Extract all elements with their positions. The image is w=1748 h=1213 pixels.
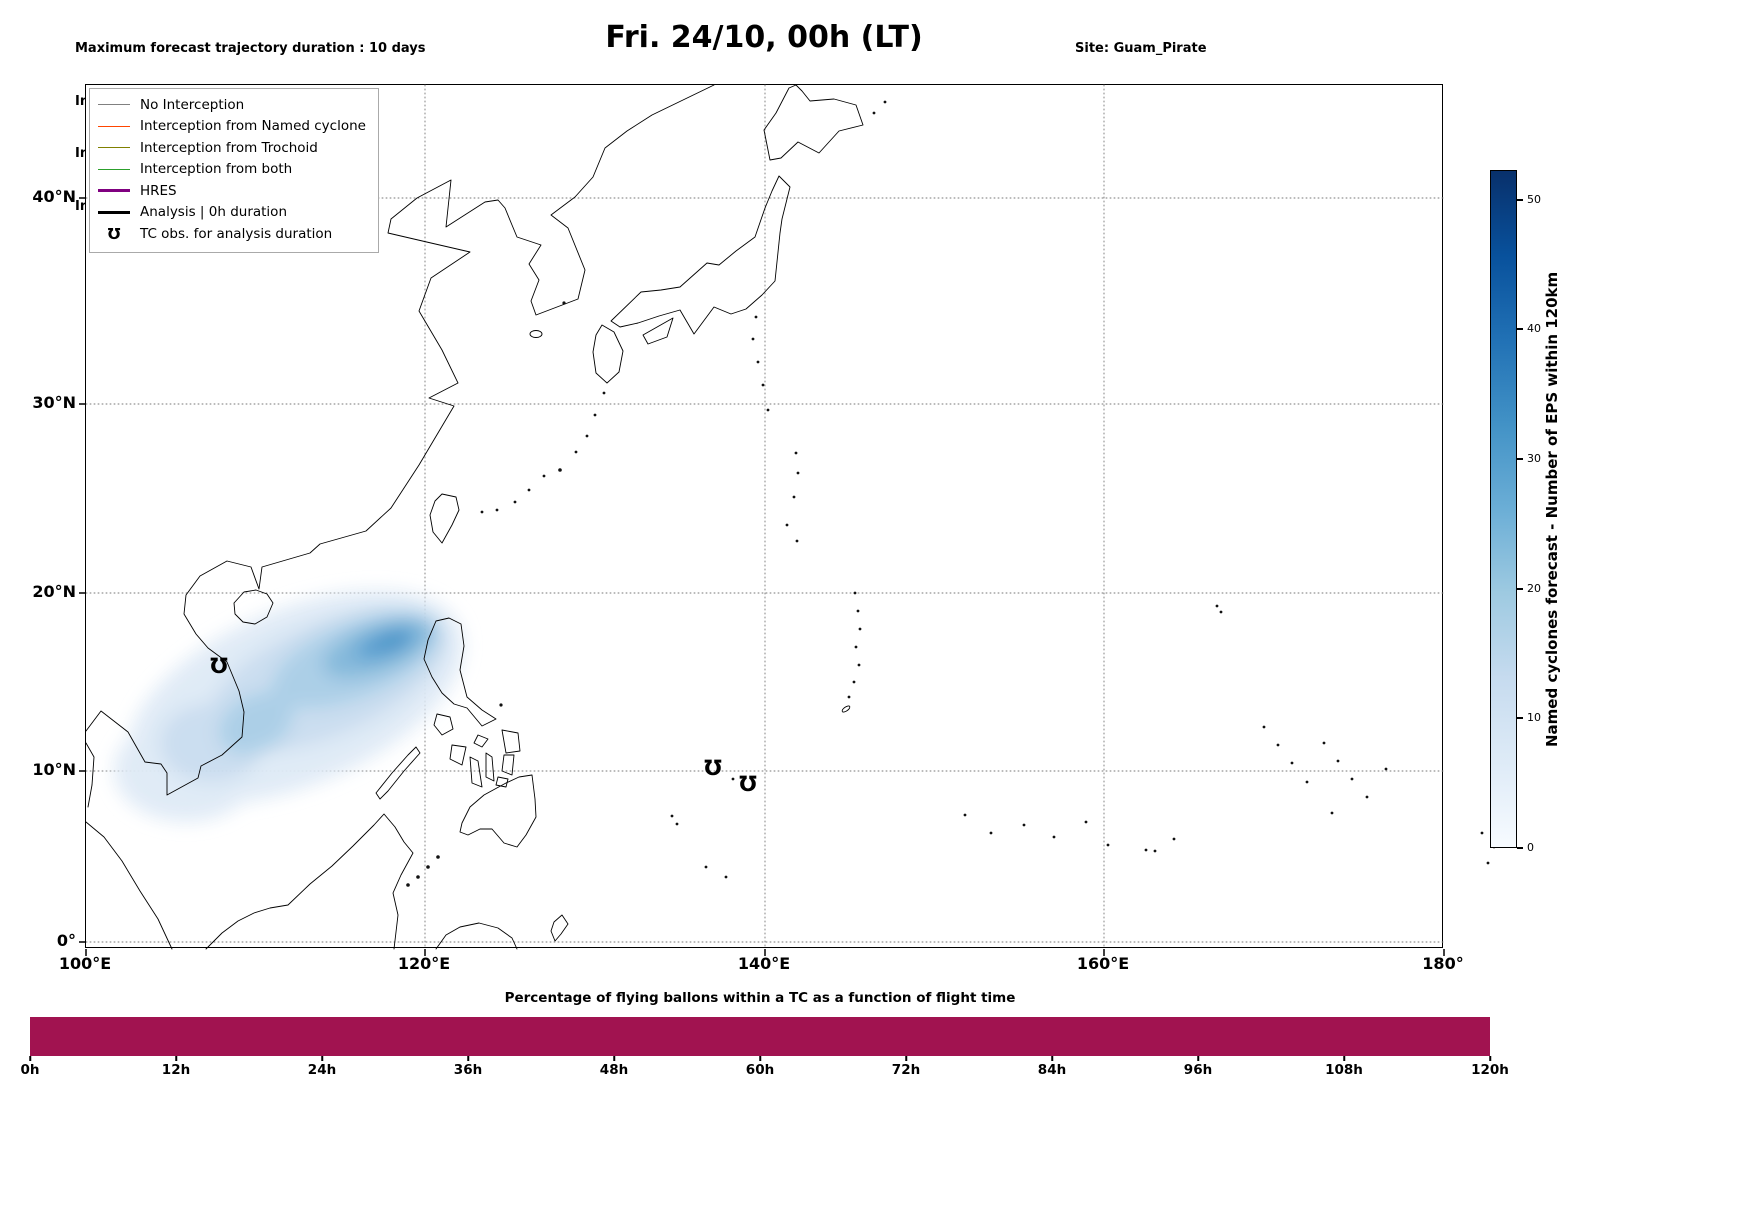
bottom-tick-label: 84h [1037,1062,1067,1078]
legend-item-named-cyclone: Interception from Named cyclone [98,116,366,138]
bottom-tick [1197,1056,1199,1061]
bottom-chart-title: Percentage of flying ballons within a TC… [504,990,1016,1006]
bottom-tick [29,1056,31,1061]
orangered-line-swatch [98,125,130,127]
y-tick-label: 10°N [32,760,76,779]
legend-item-tc-obs: ℧ TC obs. for analysis duration [98,223,366,245]
gray-line-swatch [98,104,130,106]
colorbar-label: Named cyclones forecast - Number of EPS … [1543,271,1561,747]
colorbar-tick [1517,847,1523,849]
x-tick-label: 180° [1422,954,1464,973]
legend-item-both: Interception from both [98,159,366,181]
legend-item-hres: HRES [98,180,366,202]
tc-symbol-icon: ℧ [107,224,121,243]
bottom-tick [905,1056,907,1061]
colorbar-tick [1517,458,1523,460]
colorbar-tick [1517,199,1523,201]
tc-observation-marker: ℧ [704,756,722,780]
purple-line-swatch [98,189,130,193]
bottom-tick-label: 96h [1183,1062,1213,1078]
bottom-tick-label: 36h [453,1062,483,1078]
bottom-tick [613,1056,615,1061]
bottom-tick-label: 120h [1471,1062,1509,1078]
tc-markers: ℧ ℧ ℧ [210,654,757,796]
tc-observation-marker: ℧ [210,654,228,678]
green-line-swatch [98,168,130,170]
olive-line-swatch [98,147,130,149]
colorbar-tick [1517,588,1523,590]
bottom-tick-label: 24h [307,1062,337,1078]
colorbar-tick-label: 10 [1527,711,1541,724]
x-tick-label: 160°E [1076,954,1130,973]
bottom-tick [175,1056,177,1061]
density-field [114,590,464,822]
small-islands [406,100,1496,887]
tc-observation-marker: ℧ [739,772,757,796]
y-tick-label: 0° [56,931,76,950]
param-max-duration: Maximum forecast trajectory duration : 1… [75,41,426,56]
coastlines [85,84,864,950]
bottom-tick-label: 48h [599,1062,629,1078]
colorbar-gradient [1490,170,1517,848]
y-tick-label: 40°N [32,187,76,206]
y-tick-label: 20°N [32,582,76,601]
bottom-tick [1343,1056,1345,1061]
legend-item-analysis: Analysis | 0h duration [98,202,366,224]
colorbar-tick-label: 30 [1527,452,1541,465]
bottom-tick [1489,1056,1491,1061]
bottom-tick-label: 12h [161,1062,191,1078]
black-line-swatch [98,210,130,214]
map-legend: No Interception Interception from Named … [89,88,379,253]
x-tick-label: 140°E [737,954,791,973]
colorbar-tick-label: 50 [1527,193,1541,206]
gridlines [85,84,1445,950]
x-tick-label: 120°E [397,954,451,973]
map-panel: ℧ ℧ ℧ No Interception Interception from … [79,84,1496,956]
bottom-tick [1051,1056,1053,1061]
legend-item-trochoid: Interception from Trochoid [98,137,366,159]
axis-tick-marks [79,197,1445,956]
colorbar-tick [1517,717,1523,719]
legend-item-no-interception: No Interception [98,94,366,116]
colorbar-tick-label: 20 [1527,582,1541,595]
bottom-tick-label: 0h [20,1062,40,1078]
tc-percentage-bar [30,1017,1490,1056]
map-canvas: ℧ ℧ ℧ [79,84,1496,956]
colorbar-tick-label: 0 [1527,841,1534,854]
bottom-tick-label: 72h [891,1062,921,1078]
colorbar-tick-label: 40 [1527,322,1541,335]
bottom-tick [321,1056,323,1061]
info-site: Site: Guam_Pirate [1075,41,1207,56]
bottom-tick [467,1056,469,1061]
figure-title: Fri. 24/10, 00h (LT) [605,20,923,55]
bottom-tick-label: 60h [745,1062,775,1078]
x-tick-label: 100°E [58,954,112,973]
y-tick-label: 30°N [32,393,76,412]
bottom-tick-label: 108h [1325,1062,1363,1078]
bottom-tick [759,1056,761,1061]
colorbar-tick [1517,328,1523,330]
